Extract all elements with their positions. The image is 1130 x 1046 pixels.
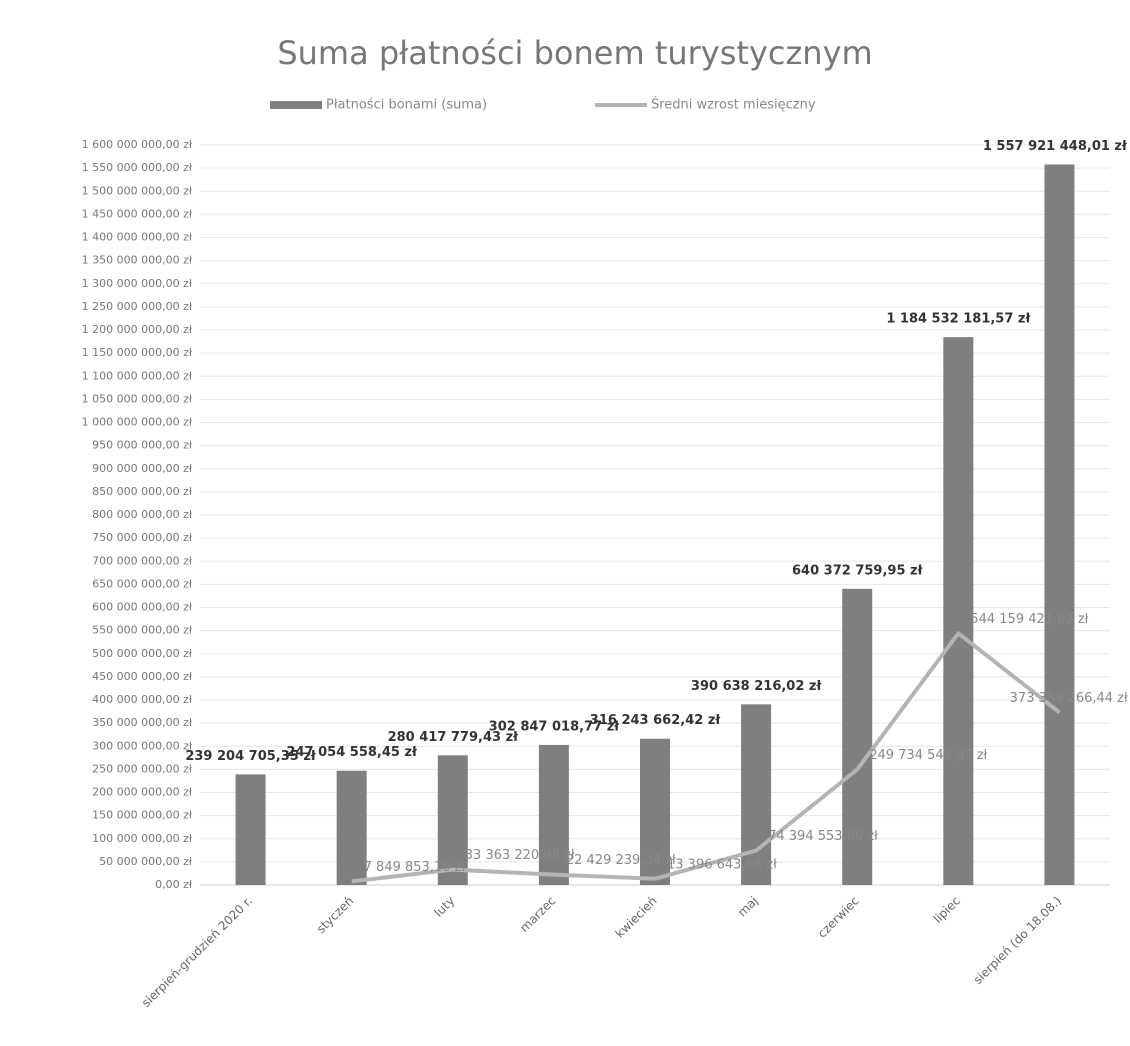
y-tick-label: 1 250 000 000,00 zł	[82, 300, 193, 313]
bar	[437, 755, 468, 885]
y-tick-label: 400 000 000,00 zł	[92, 693, 193, 706]
y-tick-label: 1 200 000 000,00 zł	[82, 323, 193, 336]
bar	[1044, 164, 1075, 886]
y-tick-label: 0,00 zł	[155, 878, 193, 891]
y-tick-label: 350 000 000,00 zł	[92, 716, 193, 729]
y-tick-label: 1 500 000 000,00 zł	[82, 184, 193, 197]
bar	[640, 738, 670, 885]
bar	[336, 770, 367, 885]
bar-value-label: 247 054 558,45 zł	[286, 745, 418, 760]
y-tick-label: 1 000 000 000,00 zł	[82, 416, 193, 429]
bar	[538, 744, 569, 885]
y-tick-label: 1 050 000 000,00 zł	[82, 392, 193, 405]
y-tick-label: 700 000 000,00 zł	[92, 554, 193, 567]
line-value-label: 7 849 853,10 zł	[364, 860, 466, 875]
y-tick-label: 1 400 000 000,00 zł	[82, 231, 193, 244]
y-tick-label: 450 000 000,00 zł	[92, 670, 193, 683]
y-tick-label: 300 000 000,00 zł	[92, 739, 193, 752]
y-tick-label: 750 000 000,00 zł	[92, 531, 193, 544]
line	[351, 631, 1061, 884]
legend-label: Płatności bonami (suma)	[326, 98, 487, 113]
y-tick-label: 850 000 000,00 zł	[92, 485, 193, 498]
y-tick-label: 550 000 000,00 zł	[92, 624, 193, 637]
bar	[235, 774, 266, 885]
y-tick-label: 250 000 000,00 zł	[92, 762, 193, 775]
y-tick-label: 800 000 000,00 zł	[92, 508, 193, 521]
y-tick-label: 600 000 000,00 zł	[92, 601, 193, 614]
line-value-label: 74 394 553,60 zł	[768, 829, 878, 844]
chart-title: Suma płatności bonem turystycznym	[277, 34, 872, 72]
bar-value-label: 640 372 759,95 zł	[792, 563, 924, 578]
line-value-label: 373 389 266,44 zł	[1010, 691, 1128, 706]
legend-swatch	[270, 101, 322, 109]
y-tick-label: 50 000 000,00 zł	[99, 855, 193, 868]
bar	[842, 588, 873, 885]
y-tick-label: 200 000 000,00 zł	[92, 786, 193, 799]
y-tick-label: 1 550 000 000,00 zł	[82, 161, 193, 174]
y-tick-label: 1 100 000 000,00 zł	[82, 369, 193, 382]
bar-value-label: 1 557 921 448,01 zł	[983, 139, 1128, 154]
y-tick-label: 1 150 000 000,00 zł	[82, 346, 193, 359]
line-value-label: 249 734 543,93 zł	[869, 748, 987, 763]
y-tick-label: 150 000 000,00 zł	[92, 809, 193, 822]
y-tick-label: 100 000 000,00 zł	[92, 832, 193, 845]
bar-value-label: 1 184 532 181,57 zł	[886, 312, 1031, 327]
y-tick-label: 900 000 000,00 zł	[92, 462, 193, 475]
y-tick-label: 1 450 000 000,00 zł	[82, 207, 193, 220]
y-tick-label: 1 350 000 000,00 zł	[82, 254, 193, 267]
bar-value-label: 302 847 018,77 zł	[489, 719, 621, 734]
y-tick-label: 1 300 000 000,00 zł	[82, 277, 193, 290]
y-tick-label: 500 000 000,00 zł	[92, 647, 193, 660]
bar	[943, 337, 974, 885]
y-tick-label: 950 000 000,00 zł	[92, 439, 193, 452]
y-tick-label: 650 000 000,00 zł	[92, 577, 193, 590]
bar-value-label: 280 417 779,43 zł	[388, 730, 520, 745]
line-value-label: 544 159 421,62 zł	[970, 612, 1088, 627]
bar-value-label: 239 204 705,35 zł	[185, 749, 317, 764]
bar-value-label: 316 243 662,42 zł	[590, 713, 722, 728]
y-tick-label: 1 600 000 000,00 zł	[82, 138, 193, 151]
bar-value-label: 390 638 216,02 zł	[691, 679, 823, 694]
line-value-label: 33 363 220,98 zł	[465, 848, 575, 863]
line-value-label: 13 396 643,65 zł	[667, 857, 777, 872]
line-value-label: 22 429 239,34 zł	[566, 853, 676, 868]
legend-label: Średni wzrost miesięczny	[651, 97, 816, 113]
